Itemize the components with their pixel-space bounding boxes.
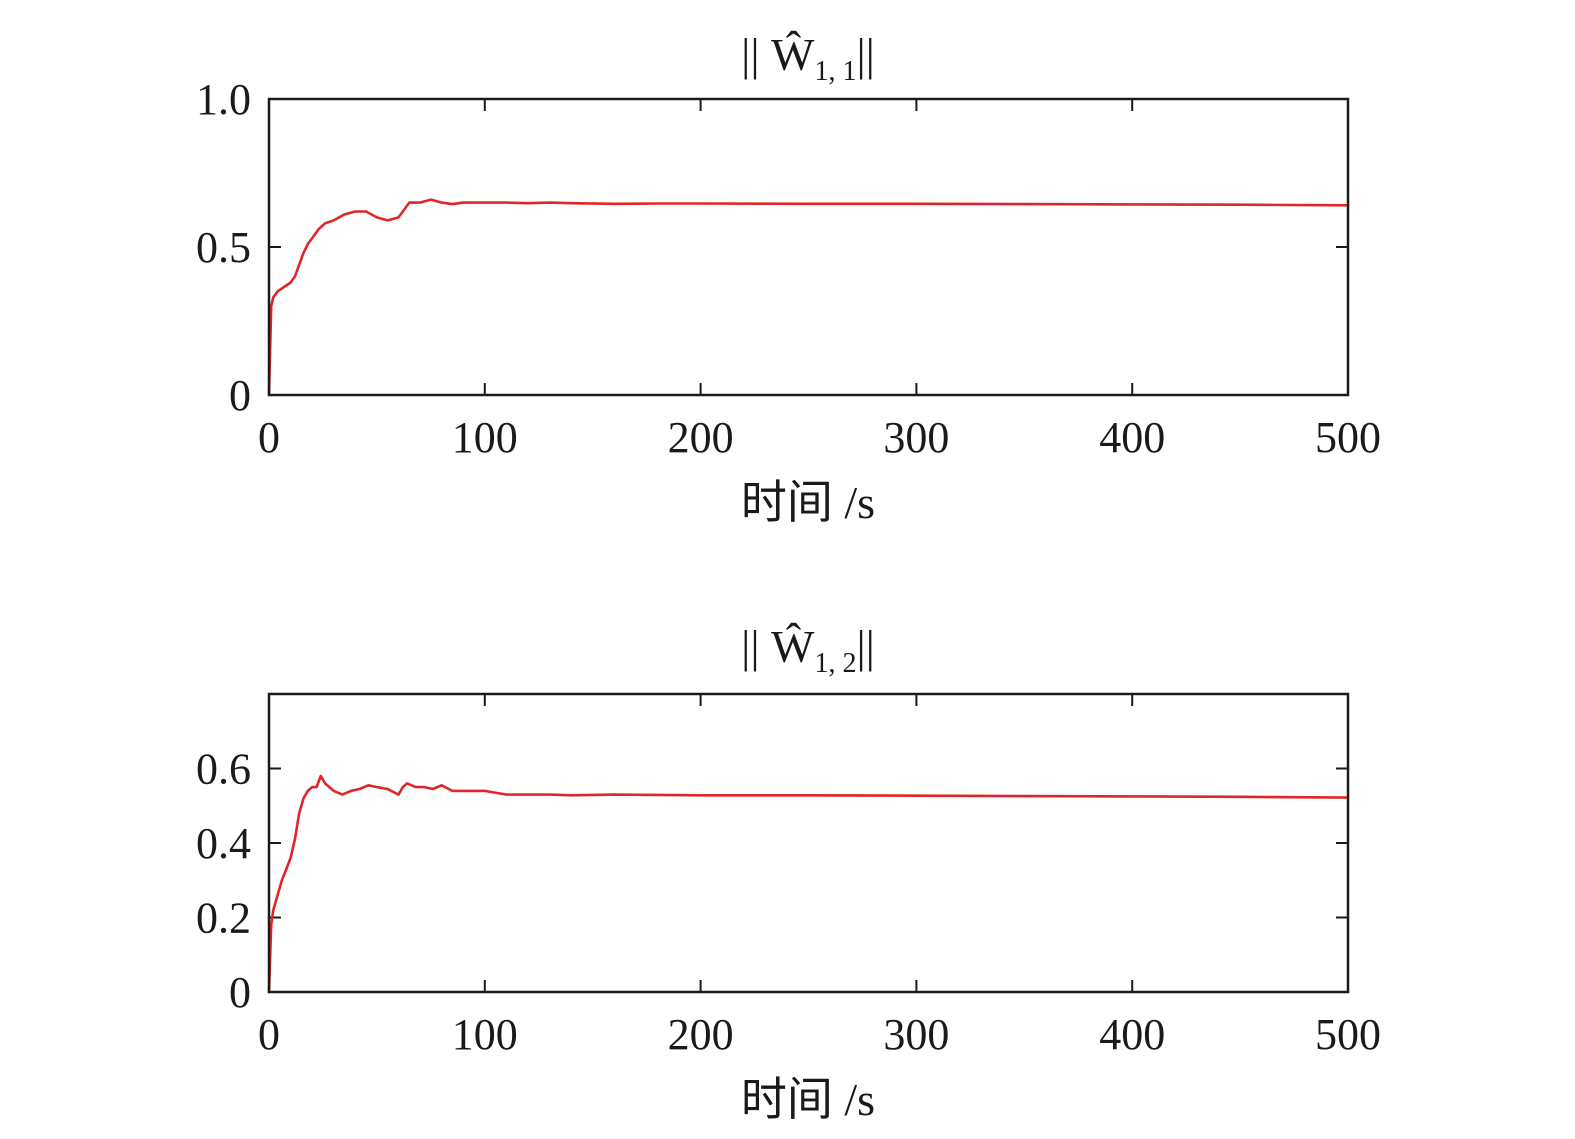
chart-title-1-main: || Ŵ xyxy=(741,29,815,80)
x-tick-label: 300 xyxy=(883,1010,949,1059)
y-tick-label: 1.0 xyxy=(196,75,251,124)
y-tick-label: 0.6 xyxy=(196,745,251,794)
x-tick-label: 200 xyxy=(668,1010,734,1059)
x-tick-label: 400 xyxy=(1099,413,1165,462)
chart-panel-1: || Ŵ1, 1|| 0 100 200 300 400 500 0 0.5 1.0 时间 /s xyxy=(196,29,1381,528)
chart-title-2: || Ŵ1, 2|| xyxy=(741,621,875,679)
x-tick-label: 500 xyxy=(1315,1010,1381,1059)
x-tick-label: 200 xyxy=(668,413,734,462)
plot-frame-2 xyxy=(267,692,1350,994)
y-tick-label: 0.5 xyxy=(196,223,251,272)
series-line xyxy=(267,774,1350,994)
y-tick-label: 0.2 xyxy=(196,894,251,943)
x-tick-label: 400 xyxy=(1099,1010,1165,1059)
panel-2-series xyxy=(267,774,1350,994)
panel-1-ticks xyxy=(268,98,1349,396)
y-tick-label: 0.4 xyxy=(196,819,251,868)
chart-title-1-end: || xyxy=(856,29,874,80)
panel-2-tick-labels: 0 100 200 300 400 500 0 0.2 0.4 0.6 xyxy=(196,745,1381,1060)
x-axis-label-2: 时间 /s xyxy=(741,1074,875,1125)
x-tick-label: 300 xyxy=(883,413,949,462)
chart-title-2-main: || Ŵ xyxy=(741,621,815,672)
plot-frame-1 xyxy=(267,97,1350,397)
x-tick-label: 0 xyxy=(258,1010,280,1059)
chart-title-2-sub: 1, 2 xyxy=(814,648,856,679)
chart-panel-2: || Ŵ1, 2|| 0 100 200 300 400 500 0 0.2 0.4 0.6 时间… xyxy=(196,621,1381,1125)
y-tick-label: 0 xyxy=(229,968,251,1017)
x-tick-label: 100 xyxy=(452,1010,518,1059)
panel-2-ticks xyxy=(268,694,1349,993)
chart-title-1-sub: 1, 1 xyxy=(814,56,856,87)
x-tick-label: 0 xyxy=(258,413,280,462)
x-tick-label: 100 xyxy=(452,413,518,462)
x-axis-label-1: 时间 /s xyxy=(741,477,875,528)
chart-title-1: || Ŵ1, 1|| xyxy=(741,29,875,87)
panel-1-series xyxy=(267,198,1350,397)
x-tick-label: 500 xyxy=(1315,413,1381,462)
chart-title-2-end: || xyxy=(856,621,874,672)
series-line xyxy=(267,198,1350,397)
y-tick-label: 0 xyxy=(229,371,251,420)
panel-1-tick-labels: 0 100 200 300 400 500 0 0.5 1.0 xyxy=(196,75,1381,462)
